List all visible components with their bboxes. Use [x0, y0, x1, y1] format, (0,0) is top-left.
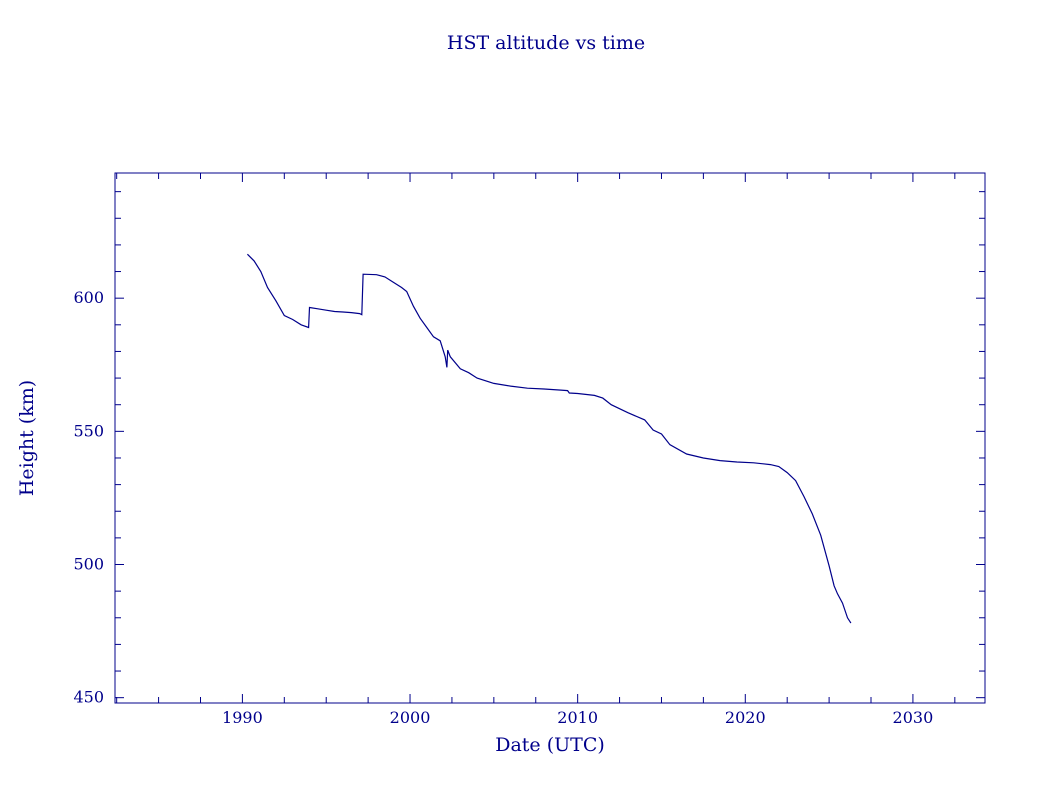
y-tick-labels: 450 500 550 600 [73, 288, 104, 706]
y-tick-label: 500 [73, 555, 104, 574]
x-axis-title: Date (UTC) [495, 734, 605, 756]
y-axis-title: Height (km) [16, 380, 38, 496]
axis-ticks [115, 173, 985, 703]
y-tick-label: 550 [73, 421, 104, 440]
y-tick-label: 600 [73, 288, 104, 307]
y-tick-label: 450 [73, 688, 104, 707]
x-tick-label: 2010 [557, 708, 598, 727]
x-tick-labels: 1990 2000 2010 2020 2030 [222, 708, 933, 727]
chart-title: HST altitude vs time [447, 32, 645, 54]
x-tick-label: 1990 [222, 708, 263, 727]
x-tick-label: 2020 [725, 708, 766, 727]
x-tick-label: 2000 [390, 708, 431, 727]
x-tick-label: 2030 [893, 708, 934, 727]
plot-frame [114, 172, 986, 704]
altitude-series-line [246, 253, 852, 624]
